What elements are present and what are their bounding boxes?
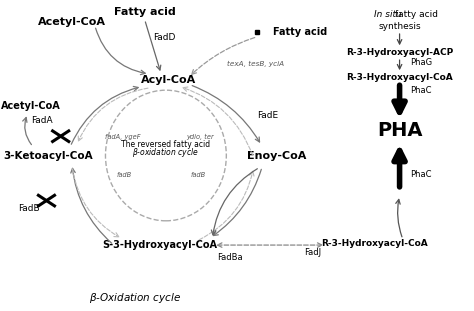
Text: synthesis: synthesis (378, 22, 421, 30)
Text: Acetyl-CoA: Acetyl-CoA (38, 17, 106, 27)
Text: Fatty acid: Fatty acid (114, 7, 175, 17)
Text: PhaC: PhaC (410, 170, 431, 179)
Text: $\beta$-oxidation cycle: $\beta$-oxidation cycle (132, 146, 200, 159)
Text: R-3-Hydroxyacyl-ACP: R-3-Hydroxyacyl-ACP (346, 49, 453, 57)
Text: fadB: fadB (117, 172, 132, 178)
Text: texA, tesB, yciA: texA, tesB, yciA (228, 61, 284, 67)
Text: $\beta$-Oxidation cycle: $\beta$-Oxidation cycle (89, 291, 181, 305)
Text: Acyl-CoA: Acyl-CoA (141, 75, 196, 85)
Text: Fatty acid: Fatty acid (273, 27, 327, 37)
Text: ydio, ter: ydio, ter (186, 134, 214, 140)
Text: R-3-Hydroxyacyl-CoA: R-3-Hydroxyacyl-CoA (321, 239, 428, 248)
Text: fadA, ygeF: fadA, ygeF (106, 134, 141, 140)
Text: PhaC: PhaC (410, 86, 431, 95)
Text: PHA: PHA (377, 121, 422, 140)
Text: FadD: FadD (153, 34, 175, 42)
Text: fadB: fadB (191, 172, 206, 178)
Text: PhaG: PhaG (410, 58, 432, 67)
Text: R-3-Hydroxyacyl-CoA: R-3-Hydroxyacyl-CoA (346, 73, 453, 81)
Text: 3-Ketoacyl-CoA: 3-Ketoacyl-CoA (3, 151, 93, 161)
Text: S-3-Hydroxyacyl-CoA: S-3-Hydroxyacyl-CoA (103, 240, 218, 250)
Text: FadE: FadE (257, 111, 279, 120)
Text: FadB: FadB (18, 205, 40, 213)
Text: FadJ: FadJ (304, 248, 321, 257)
Text: Enoy-CoA: Enoy-CoA (246, 151, 306, 161)
Text: FadBa: FadBa (217, 253, 243, 262)
Text: fatty acid: fatty acid (392, 11, 438, 19)
Text: Acetyl-CoA: Acetyl-CoA (1, 101, 61, 111)
Text: FadA: FadA (31, 116, 53, 124)
Text: The reversed fatty acid: The reversed fatty acid (121, 140, 210, 149)
Text: In situ: In situ (374, 11, 401, 19)
